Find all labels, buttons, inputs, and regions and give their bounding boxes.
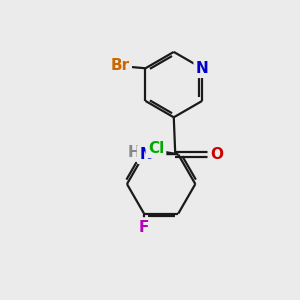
Text: O: O: [210, 147, 223, 162]
Text: N: N: [196, 61, 208, 76]
Text: H: H: [127, 145, 140, 160]
Text: F: F: [139, 220, 149, 235]
Text: Br: Br: [111, 58, 130, 73]
Text: N: N: [139, 147, 152, 162]
Text: Cl: Cl: [148, 141, 164, 156]
